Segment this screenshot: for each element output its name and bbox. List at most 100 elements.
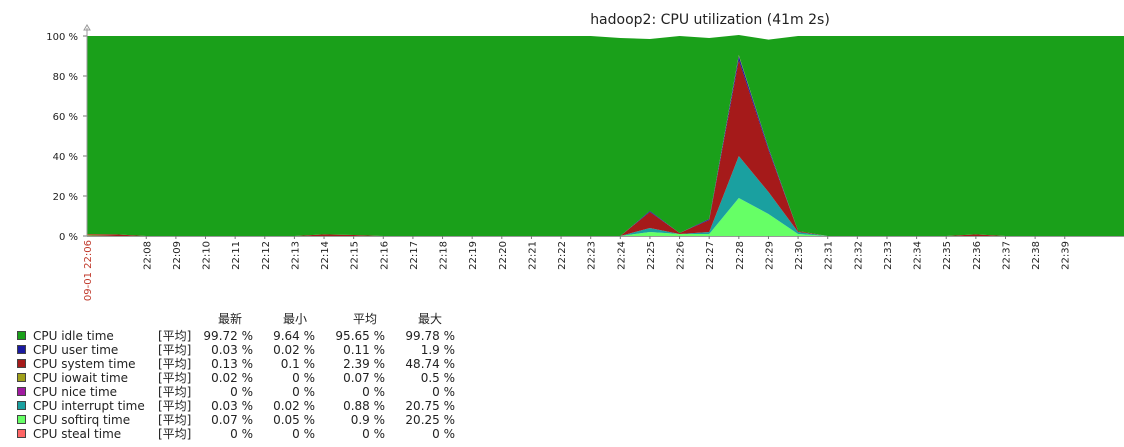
legend-header-last: 最新	[217, 312, 242, 326]
legend-value-max: 1.9 %	[420, 343, 455, 357]
x-tick-label: 22:20	[498, 241, 509, 270]
x-tick-label: 22:12	[261, 241, 272, 270]
x-tick-label: 22:11	[231, 241, 242, 270]
x-tick-label: 22:26	[676, 241, 687, 270]
x-tick-label: 22:32	[853, 241, 864, 270]
y-axis-arrow-icon	[83, 24, 91, 31]
legend-value-min: 0.02 %	[273, 343, 315, 357]
x-tick-label: 22:29	[764, 241, 775, 270]
legend-aggregation: [平均]	[158, 371, 192, 385]
legend-aggregation: [平均]	[158, 399, 192, 413]
legend-header-min: 最小	[282, 312, 307, 326]
x-tick-label: 22:22	[557, 241, 568, 270]
legend-aggregation: [平均]	[158, 427, 192, 441]
x-tick-label: 22:34	[913, 241, 924, 270]
x-tick-label: 22:21	[527, 241, 538, 270]
x-tick-label: 22:25	[646, 241, 657, 270]
x-tick-label: 22:23	[587, 241, 598, 270]
legend-table: 最新 最小 平均 最大 CPU idle time [平均] 99.72 % 9.64…	[0, 312, 1124, 447]
legend-value-avg: 0.88 %	[343, 399, 385, 413]
legend-value-min: 0.02 %	[273, 399, 315, 413]
legend-row: CPU softirq time [平均] 0.07 % 0.05 % 0.9 % 20.…	[0, 413, 1124, 427]
x-tick-label: 22:35	[942, 241, 953, 270]
y-tick-label: 80 %	[53, 72, 78, 83]
legend-value-max: 48.74 %	[405, 357, 455, 371]
legend-value-min: 9.64 %	[273, 329, 315, 343]
legend-value-last: 0.07 %	[211, 413, 253, 427]
legend-value-min: 0 %	[292, 371, 315, 385]
legend-value-avg: 2.39 %	[343, 357, 385, 371]
x-tick-label: 22:10	[202, 241, 213, 270]
legend-swatch	[17, 331, 26, 340]
legend-row: CPU user time [平均] 0.03 % 0.02 % 0.11 % 1.9 %	[0, 343, 1124, 357]
legend-value-avg: 0.11 %	[343, 343, 385, 357]
legend-header-avg: 平均	[352, 312, 377, 326]
legend-series-name: CPU user time	[33, 343, 119, 357]
cpu-utilization-chart: hadoop2: CPU utilization (41m 2s) 0 % 20 …	[46, 12, 1124, 301]
x-tick-label: 22:13	[290, 241, 301, 270]
stacked-areas	[87, 35, 1124, 236]
legend-value-max: 20.75 %	[405, 399, 455, 413]
x-tick-label: 22:36	[972, 241, 983, 270]
x-tick-label: 22:37	[1001, 241, 1012, 270]
x-tick-label: 22:08	[142, 241, 153, 270]
legend-series-name: CPU nice time	[33, 385, 118, 399]
legend-value-avg: 0 %	[362, 385, 385, 399]
x-tick-label-start: 09-01 22:06	[83, 240, 94, 301]
x-axis: 09-01 22:06 22:08 22:09 22:10 22:11 22:12 22:1…	[83, 236, 1124, 301]
legend-aggregation: [平均]	[158, 413, 192, 427]
legend-value-max: 0.5 %	[420, 371, 455, 385]
x-tick-label: 22:39	[1061, 241, 1072, 270]
chart-svg: hadoop2: CPU utilization (41m 2s) 0 % 20 …	[46, 12, 1124, 301]
x-tick-label: 22:19	[468, 241, 479, 270]
y-tick-label: 100 %	[46, 32, 78, 43]
legend-value-max: 0 %	[432, 427, 455, 441]
x-tick-label: 22:31	[824, 241, 835, 270]
x-tick-label: 22:18	[439, 241, 450, 270]
legend-value-min: 0.05 %	[273, 413, 315, 427]
y-tick-label: 60 %	[53, 112, 78, 123]
legend-row: CPU nice time [平均] 0 % 0 % 0 % 0 %	[0, 385, 1124, 399]
legend-swatch	[17, 359, 26, 368]
legend-swatch	[17, 373, 26, 382]
x-tick-label: 22:38	[1031, 241, 1042, 270]
y-axis: 0 % 20 % 40 % 60 % 80 % 100 %	[46, 24, 91, 243]
legend-value-last: 0.03 %	[211, 399, 253, 413]
legend-aggregation: [平均]	[158, 329, 192, 343]
legend-series-name: CPU interrupt time	[33, 399, 145, 413]
legend-series-name: CPU steal time	[33, 427, 122, 441]
x-tick-label: 22:15	[350, 241, 361, 270]
legend-aggregation: [平均]	[158, 343, 192, 357]
x-tick-label: 22:28	[735, 241, 746, 270]
legend-value-last: 0.03 %	[211, 343, 253, 357]
legend-swatch	[17, 345, 26, 354]
x-tick-label: 22:24	[616, 241, 627, 270]
series-area-cpu-idle-time	[87, 35, 1124, 236]
legend-row: CPU interrupt time [平均] 0.03 % 0.02 % 0.88 %…	[0, 399, 1124, 413]
legend-header-max: 最大	[417, 312, 442, 326]
legend-series-name: CPU system time	[33, 357, 136, 371]
y-tick-label: 20 %	[53, 192, 78, 203]
legend-value-avg: 95.65 %	[335, 329, 385, 343]
legend-value-min: 0 %	[292, 385, 315, 399]
legend-value-max: 0 %	[432, 385, 455, 399]
legend-value-max: 20.25 %	[405, 413, 455, 427]
y-tick-label: 0 %	[59, 232, 78, 243]
legend-aggregation: [平均]	[158, 385, 192, 399]
x-tick-label: 22:16	[379, 241, 390, 270]
legend-value-last: 0.13 %	[211, 357, 253, 371]
y-tick-label: 40 %	[53, 152, 78, 163]
x-tick-label: 22:14	[320, 241, 331, 270]
legend-value-last: 0 %	[230, 427, 253, 441]
legend-value-last: 0.02 %	[211, 371, 253, 385]
legend-swatch	[17, 401, 26, 410]
legend-aggregation: [平均]	[158, 357, 192, 371]
legend-value-avg: 0 %	[362, 427, 385, 441]
legend-swatch	[17, 387, 26, 396]
legend-swatch	[17, 415, 26, 424]
legend-row: CPU steal time [平均] 0 % 0 % 0 % 0 %	[0, 427, 1124, 441]
legend-row: CPU idle time [平均] 99.72 % 9.64 % 95.65 % 99.…	[0, 329, 1124, 343]
legend-value-min: 0 %	[292, 427, 315, 441]
x-tick-label: 22:27	[705, 241, 716, 270]
legend-value-last: 99.72 %	[203, 329, 253, 343]
